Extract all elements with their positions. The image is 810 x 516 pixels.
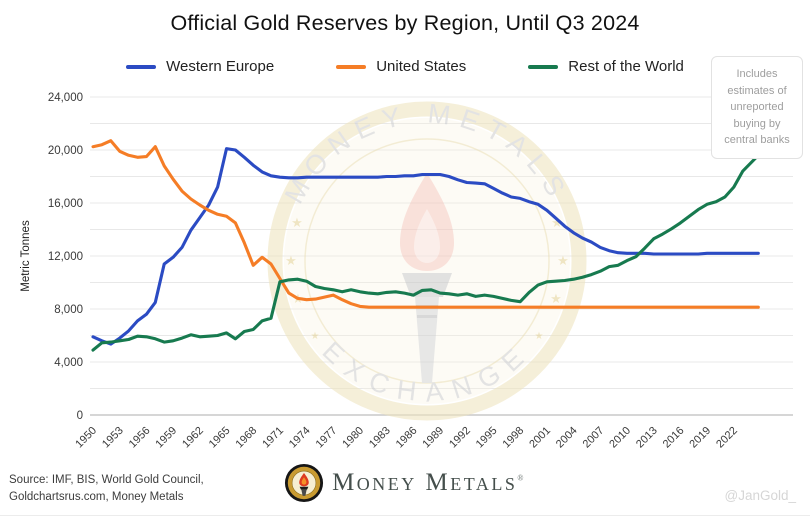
source-line-1: Source: IMF, BIS, World Gold Council, — [9, 473, 204, 486]
series-line-united-states — [91, 139, 760, 309]
y-tick-label: 24,000 — [48, 92, 83, 104]
watermark-torch-icon — [400, 173, 454, 383]
legend-label-rest-of-world: Rest of the World — [568, 58, 684, 75]
svg-text:★: ★ — [285, 253, 297, 268]
svg-text:★: ★ — [551, 215, 563, 230]
x-tick-label: 2004 — [554, 425, 580, 451]
x-tick-label: 1986 — [394, 425, 420, 451]
x-tick-label: 1992 — [447, 425, 473, 451]
money-metals-watermark-icon: MONEY METALS EXCHANGE ★★★ ★★★ ★ ★ — [267, 98, 587, 421]
x-tick-label: 1974 — [287, 425, 313, 451]
series-line-western-europe — [91, 147, 760, 346]
page-title: Official Gold Reserves by Region, Until … — [170, 11, 640, 35]
x-tick-label: 1971 — [260, 425, 286, 451]
legend-swatch-rest-of-world — [528, 64, 559, 69]
x-tick-label: 2001 — [527, 425, 553, 451]
x-tick-label: 1950 — [73, 425, 99, 451]
y-tick-label: 16,000 — [48, 198, 83, 210]
x-tick-label: 1989 — [420, 425, 446, 451]
y-tick-label: 12,000 — [48, 251, 83, 263]
x-tick-label: 1965 — [207, 425, 233, 451]
series-lines — [91, 139, 760, 352]
legend-swatch-western-europe — [126, 64, 157, 69]
legend-label-western-europe: Western Europe — [166, 58, 275, 75]
x-tick-label: 1998 — [501, 425, 527, 451]
svg-text:★: ★ — [557, 253, 569, 268]
x-tick-label: 1977 — [314, 425, 340, 451]
y-tick-label: 20,000 — [48, 145, 83, 157]
x-tick-label: 1953 — [100, 425, 126, 451]
x-tick-label: 1962 — [180, 425, 206, 451]
source-text: Source: IMF, BIS, World Gold Council, Go… — [9, 472, 204, 507]
chart-plot-area: MONEY METALS EXCHANGE ★★★ ★★★ ★ ★ 04,0008… — [20, 92, 793, 451]
legend-item-united-states: United States — [336, 58, 466, 75]
y-tick-label: 4,000 — [54, 357, 83, 369]
legend-item-western-europe: Western Europe — [126, 58, 274, 75]
series-line-rest-of-the-world — [91, 153, 760, 352]
x-tick-label: 1983 — [367, 425, 393, 451]
x-tick-label: 2007 — [581, 425, 607, 451]
money-metals-badge-icon — [285, 463, 324, 503]
svg-text:★: ★ — [535, 331, 544, 342]
registered-mark: ® — [517, 473, 526, 483]
y-tick-label: 8,000 — [54, 304, 83, 316]
annotation-note: Includes estimates of unreported buying … — [711, 56, 803, 159]
legend-swatch-united-states — [336, 64, 367, 69]
x-tick-label: 1995 — [474, 425, 500, 451]
svg-text:★: ★ — [550, 291, 562, 306]
twitter-handle: @JanGold_ — [724, 488, 797, 503]
legend-label-united-states: United States — [376, 58, 467, 75]
x-tick-label: 1959 — [153, 425, 179, 451]
x-tick-label: 2022 — [714, 425, 740, 451]
svg-text:★: ★ — [311, 331, 320, 342]
x-tick-label: 2016 — [661, 425, 687, 451]
x-tick-label: 1980 — [340, 425, 366, 451]
x-tick-label: 1956 — [127, 425, 153, 451]
brand-wordmark: Money Metals® — [332, 469, 526, 497]
x-tick-label: 2019 — [687, 425, 713, 451]
x-tick-label: 2013 — [634, 425, 660, 451]
footer: Source: IMF, BIS, World Gold Council, Go… — [0, 461, 810, 515]
source-line-2: Goldchartsrus.com, Money Metals — [9, 490, 184, 503]
brand-name: Money Metals — [332, 469, 518, 496]
svg-text:★: ★ — [291, 215, 303, 230]
y-tick-label: 0 — [77, 410, 83, 422]
x-tick-label: 2010 — [607, 425, 633, 451]
y-axis-title: Metric Tonnes — [20, 220, 32, 292]
x-tick-label: 1968 — [234, 425, 260, 451]
legend-item-rest-of-world: Rest of the World — [528, 58, 684, 75]
legend: Western Europe United States Rest of the… — [0, 58, 810, 75]
